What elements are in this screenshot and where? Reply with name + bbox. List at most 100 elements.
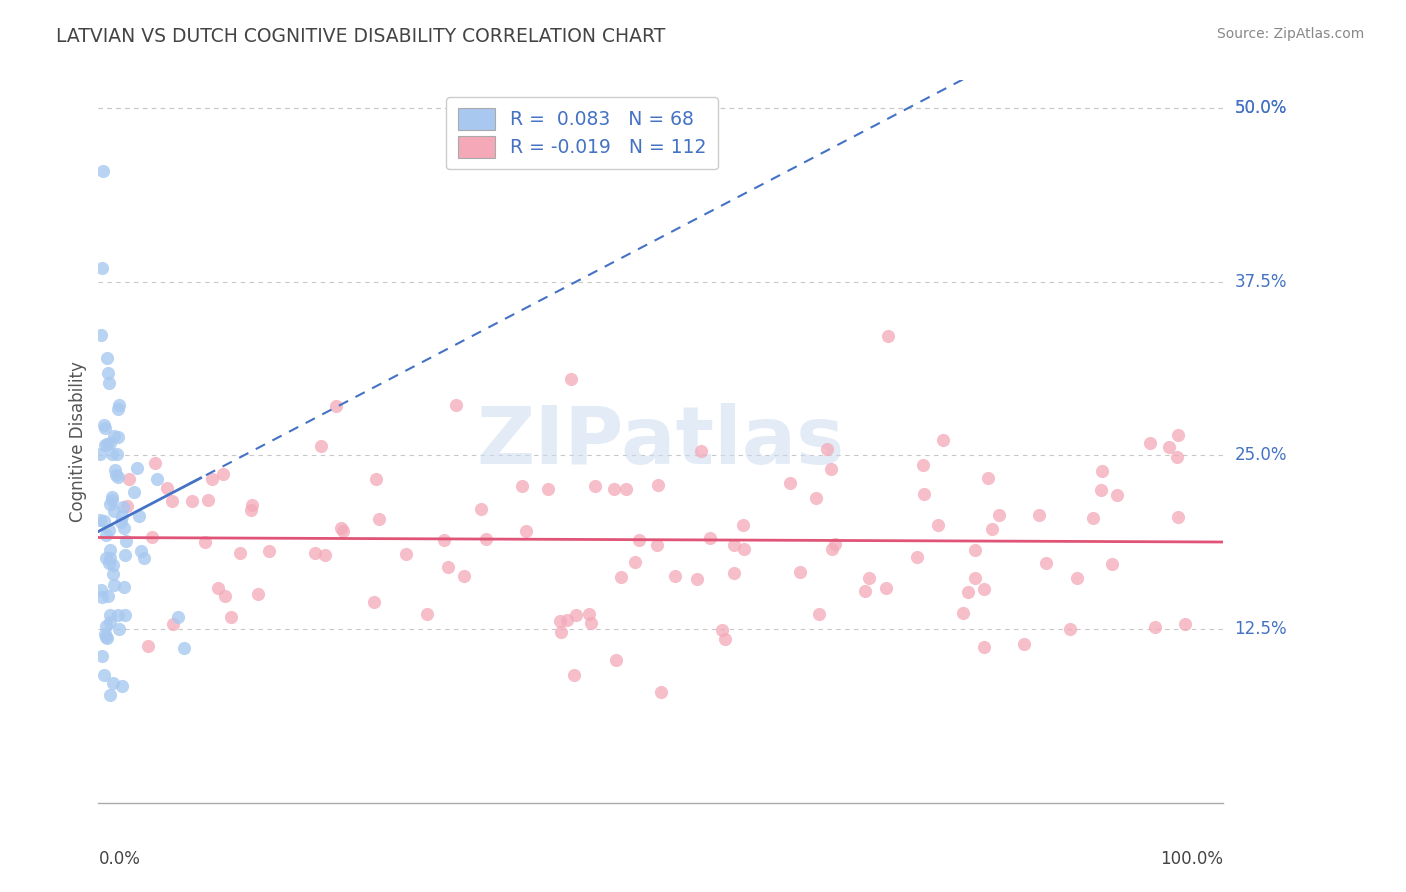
Point (194, 535, 217, 549)
Point (416, 607, 439, 622)
Point (1143, 620, 1166, 634)
Point (325, 399, 347, 413)
Text: ZIPatlas: ZIPatlas (477, 402, 845, 481)
Point (699, 531, 721, 545)
Point (437, 560, 460, 574)
Point (821, 542, 844, 557)
Point (115, 499, 138, 513)
Point (560, 372, 582, 386)
Point (94, 551, 117, 566)
Point (107, 401, 129, 416)
Point (219, 610, 242, 624)
Point (647, 478, 669, 492)
Point (100, 490, 122, 504)
Point (565, 607, 588, 622)
Point (614, 482, 637, 496)
Point (963, 543, 986, 558)
Point (475, 533, 498, 547)
Point (853, 583, 876, 598)
Point (94, 627, 117, 641)
Point (1059, 622, 1081, 636)
Point (98, 608, 121, 623)
Point (214, 589, 236, 603)
Point (162, 616, 184, 631)
Point (247, 587, 270, 601)
Point (98, 497, 121, 511)
Point (470, 502, 492, 516)
Point (111, 509, 134, 524)
Text: 0.0%: 0.0% (98, 850, 141, 868)
Point (515, 524, 537, 539)
Point (93, 417, 115, 432)
Legend: R =  0.083   N = 68, R = -0.019   N = 112: R = 0.083 N = 68, R = -0.019 N = 112 (446, 97, 718, 169)
Point (1090, 483, 1112, 497)
Point (91, 648, 114, 663)
Point (858, 571, 880, 585)
Text: LATVIAN VS DUTCH COGNITIVE DISABILITY CORRELATION CHART: LATVIAN VS DUTCH COGNITIVE DISABILITY CO… (56, 27, 665, 45)
Point (304, 546, 326, 560)
Point (201, 472, 224, 486)
Y-axis label: Cognitive Disability: Cognitive Disability (69, 361, 87, 522)
Point (98, 688, 121, 702)
Point (93, 668, 115, 682)
Point (820, 462, 842, 476)
Point (808, 607, 831, 621)
Point (103, 578, 125, 592)
Point (987, 508, 1010, 523)
Point (114, 533, 136, 548)
Point (104, 463, 127, 477)
Point (973, 582, 995, 596)
Point (1091, 464, 1114, 478)
Point (555, 613, 578, 627)
Point (1083, 511, 1105, 525)
Point (122, 484, 145, 499)
Point (875, 581, 897, 595)
Point (197, 493, 219, 508)
Point (94, 630, 117, 644)
Point (664, 569, 686, 583)
Point (93, 514, 115, 528)
Point (733, 541, 755, 556)
Point (96, 437, 118, 451)
Point (240, 503, 263, 517)
Point (723, 566, 745, 580)
Point (101, 492, 124, 507)
Point (963, 571, 986, 585)
Point (110, 679, 132, 693)
Point (97, 557, 120, 571)
Point (146, 472, 169, 486)
Point (96, 631, 118, 645)
Point (912, 458, 935, 472)
Point (101, 567, 124, 582)
Point (363, 595, 385, 609)
Point (98, 523, 121, 537)
Point (548, 614, 571, 628)
Point (432, 533, 454, 548)
Point (114, 548, 136, 562)
Point (779, 475, 801, 490)
Point (212, 467, 235, 482)
Point (118, 472, 141, 486)
Point (101, 446, 124, 460)
Point (141, 530, 163, 544)
Point (581, 616, 603, 631)
Point (98, 435, 121, 450)
Point (96, 618, 118, 632)
Point (229, 546, 252, 560)
Point (132, 551, 155, 566)
Point (562, 668, 585, 682)
Point (628, 533, 651, 548)
Point (537, 482, 560, 496)
Point (956, 584, 979, 599)
Point (105, 447, 128, 461)
Point (156, 481, 179, 495)
Point (603, 482, 626, 496)
Point (980, 522, 1002, 536)
Point (395, 547, 418, 561)
Point (107, 470, 129, 484)
Point (912, 487, 935, 501)
Point (128, 508, 150, 523)
Point (1166, 450, 1188, 464)
Point (973, 640, 995, 654)
Point (257, 543, 280, 558)
